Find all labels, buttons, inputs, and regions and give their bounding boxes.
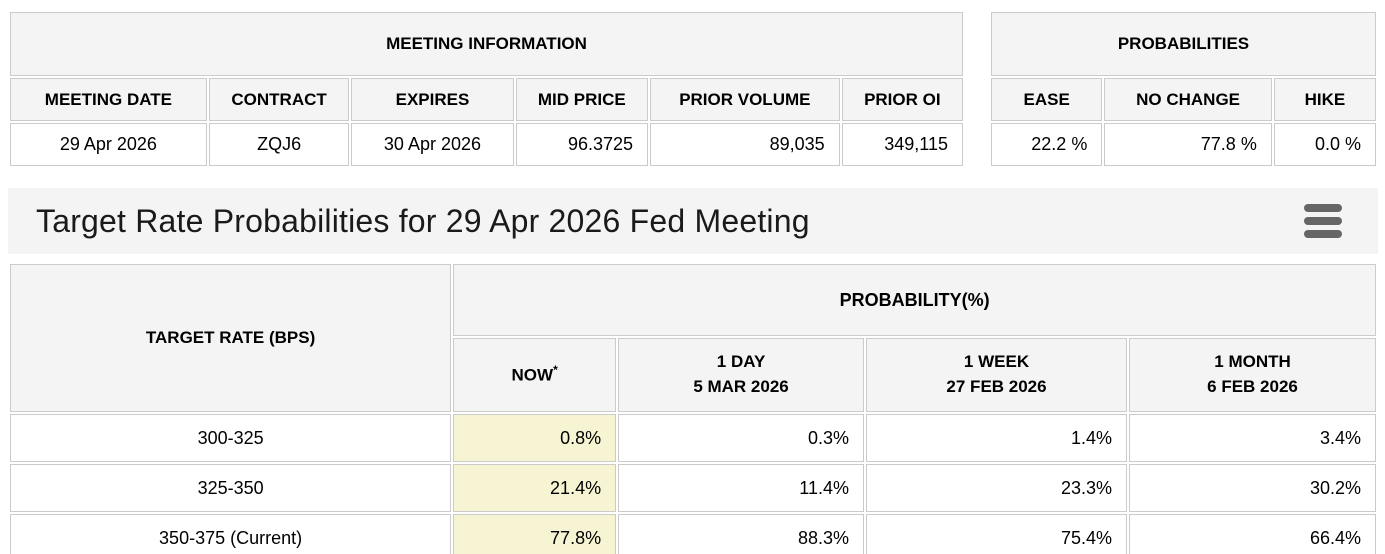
probabilities-table: PROBABILITIES EASE NO CHANGE HIKE 22.2 %…	[989, 10, 1378, 168]
probability-pct-header: PROBABILITY(%)	[453, 264, 1376, 336]
col-header-no-change: NO CHANGE	[1104, 78, 1272, 121]
day-probability-cell: 11.4%	[618, 464, 864, 512]
hamburger-bar	[1304, 204, 1342, 212]
target-rate-cell: 325-350	[10, 464, 452, 512]
page-title: Target Rate Probabilities for 29 Apr 202…	[36, 202, 810, 239]
target-rate-table: TARGET RATE (BPS) PROBABILITY(%) NOW* 1 …	[8, 262, 1378, 554]
week-probability-cell: 23.3%	[865, 464, 1128, 512]
period-date: 6 FEB 2026	[1207, 377, 1298, 396]
now-label: NOW	[511, 365, 554, 385]
target-rate-cell: 350-375 (Current)	[10, 514, 452, 554]
period-date: 5 MAR 2026	[693, 377, 789, 396]
now-asterisk: *	[553, 362, 558, 377]
col-header-ease: EASE	[991, 78, 1103, 121]
day-probability-cell: 0.3%	[618, 414, 864, 462]
now-probability-cell: 77.8%	[453, 514, 617, 554]
meeting-information-data-row: 29 Apr 2026 ZQJ6 30 Apr 2026 96.3725 89,…	[10, 123, 963, 166]
top-tables-section: MEETING INFORMATION MEETING DATE CONTRAC…	[8, 10, 1378, 168]
now-probability-cell: 0.8%	[453, 414, 617, 462]
col-header-now: NOW*	[453, 338, 617, 412]
contract-value: ZQJ6	[208, 123, 350, 166]
col-header-hike: HIKE	[1273, 78, 1376, 121]
day-probability-cell: 88.3%	[618, 514, 864, 554]
target-rate-row: 325-350 21.4% 11.4% 23.3% 30.2%	[10, 464, 1376, 512]
week-probability-cell: 75.4%	[865, 514, 1128, 554]
week-probability-cell: 1.4%	[865, 414, 1128, 462]
target-rate-row: 350-375 (Current) 77.8% 88.3% 75.4% 66.4…	[10, 514, 1376, 554]
col-header-1-day: 1 DAY 5 MAR 2026	[618, 338, 864, 412]
col-header-contract: CONTRACT	[208, 78, 350, 121]
expires-value: 30 Apr 2026	[351, 123, 514, 166]
hike-value: 0.0 %	[1273, 123, 1376, 166]
probabilities-title: PROBABILITIES	[991, 12, 1376, 76]
period-label: 1 MONTH	[1214, 352, 1291, 372]
hamburger-menu-icon[interactable]	[1304, 204, 1342, 238]
hamburger-bar	[1304, 230, 1342, 238]
ease-value: 22.2 %	[991, 123, 1103, 166]
col-header-1-month: 1 MONTH 6 FEB 2026	[1129, 338, 1376, 412]
hamburger-bar	[1304, 217, 1342, 225]
meeting-date-value: 29 Apr 2026	[10, 123, 207, 166]
month-probability-cell: 66.4%	[1129, 514, 1376, 554]
no-change-value: 77.8 %	[1104, 123, 1272, 166]
col-header-prior-oi: PRIOR OI	[841, 78, 963, 121]
period-date: 27 FEB 2026	[946, 377, 1047, 396]
col-header-1-week: 1 WEEK 27 FEB 2026	[865, 338, 1128, 412]
mid-price-value: 96.3725	[515, 123, 649, 166]
probabilities-data-row: 22.2 % 77.8 % 0.0 %	[991, 123, 1376, 166]
target-rate-subheader-row: NOW* 1 DAY 5 MAR 2026 1 WEEK 27 FEB 2026…	[10, 338, 1376, 412]
period-label: 1 DAY	[716, 352, 766, 372]
prior-volume-value: 89,035	[650, 123, 840, 166]
probabilities-header-row: EASE NO CHANGE HIKE	[991, 78, 1376, 121]
month-probability-cell: 3.4%	[1129, 414, 1376, 462]
target-rate-row: 300-325 0.8% 0.3% 1.4% 3.4%	[10, 414, 1376, 462]
meeting-information-header-row: MEETING DATE CONTRACT EXPIRES MID PRICE …	[10, 78, 963, 121]
chart-title-bar: Target Rate Probabilities for 29 Apr 202…	[8, 188, 1378, 254]
prior-oi-value: 349,115	[841, 123, 963, 166]
month-probability-cell: 30.2%	[1129, 464, 1376, 512]
col-header-mid-price: MID PRICE	[515, 78, 649, 121]
meeting-information-title: MEETING INFORMATION	[10, 12, 963, 76]
col-header-prior-volume: PRIOR VOLUME	[650, 78, 840, 121]
now-probability-cell: 21.4%	[453, 464, 617, 512]
col-header-expires: EXPIRES	[351, 78, 514, 121]
meeting-information-table: MEETING INFORMATION MEETING DATE CONTRAC…	[8, 10, 965, 168]
target-rate-cell: 300-325	[10, 414, 452, 462]
period-label: 1 WEEK	[963, 352, 1030, 372]
col-header-meeting-date: MEETING DATE	[10, 78, 207, 121]
target-rate-bps-header: TARGET RATE (BPS)	[10, 264, 452, 412]
